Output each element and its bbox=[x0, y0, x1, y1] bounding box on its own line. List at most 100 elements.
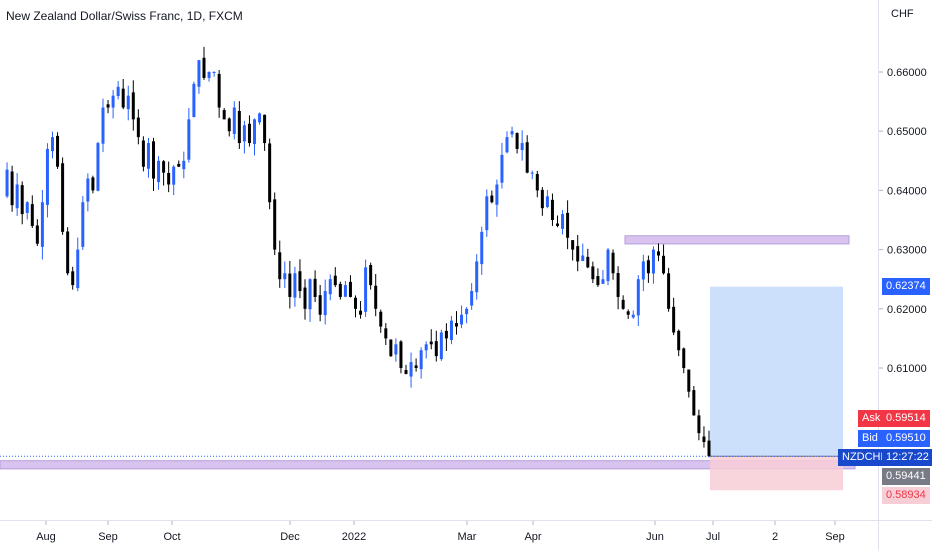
candle-body bbox=[152, 141, 155, 179]
candle bbox=[202, 46, 206, 80]
candle-body bbox=[566, 212, 570, 238]
candle-body bbox=[258, 113, 262, 123]
candle bbox=[556, 215, 559, 228]
candle bbox=[374, 274, 378, 317]
bid-price-badge: 0.59510 bbox=[882, 430, 930, 447]
candle-body bbox=[126, 95, 130, 110]
candle-body bbox=[354, 297, 357, 309]
chart-title[interactable]: New Zealand Dollar/Swiss Franc, 1D, FXCM bbox=[6, 9, 243, 23]
candle bbox=[197, 59, 201, 94]
currency-label: CHF bbox=[891, 8, 914, 20]
candle bbox=[591, 261, 595, 284]
candle-body bbox=[631, 314, 635, 318]
candle bbox=[10, 165, 14, 212]
candle bbox=[662, 244, 666, 275]
candle-body bbox=[394, 344, 398, 355]
candle-body bbox=[318, 295, 322, 315]
candle-body bbox=[338, 283, 342, 297]
candle-body bbox=[212, 72, 216, 73]
time-tick-label: Sep bbox=[98, 531, 118, 543]
time-tick-label: Jun bbox=[646, 531, 664, 543]
candle bbox=[667, 267, 671, 312]
candle bbox=[480, 226, 484, 275]
price-tick-label: 0.64000 bbox=[887, 185, 927, 197]
candle-body bbox=[616, 273, 620, 297]
candle-body bbox=[374, 285, 378, 309]
candle bbox=[298, 259, 302, 299]
candle bbox=[237, 101, 241, 149]
candle-body bbox=[485, 196, 489, 231]
candle-body bbox=[535, 173, 539, 191]
candle bbox=[217, 70, 221, 118]
candlestick-chart[interactable] bbox=[0, 0, 878, 520]
candle-body bbox=[182, 160, 186, 170]
candle-body bbox=[409, 362, 413, 377]
candle-body bbox=[495, 184, 499, 205]
candle bbox=[646, 255, 650, 283]
candle bbox=[424, 341, 428, 359]
candle bbox=[30, 195, 34, 228]
candle-body bbox=[449, 320, 453, 340]
candle bbox=[242, 120, 246, 154]
candle bbox=[586, 248, 590, 269]
candle-body bbox=[455, 323, 458, 327]
time-tick-label: Sep bbox=[825, 531, 845, 543]
candle-body bbox=[5, 169, 9, 197]
candle-body bbox=[399, 341, 403, 368]
candle bbox=[45, 143, 49, 218]
candle-body bbox=[242, 125, 246, 142]
candle-body bbox=[682, 348, 686, 368]
candle bbox=[96, 141, 100, 192]
candle-body bbox=[646, 260, 650, 274]
candle bbox=[308, 278, 312, 322]
candle bbox=[71, 266, 75, 290]
candle-body bbox=[247, 123, 251, 144]
candle bbox=[141, 136, 145, 172]
candle bbox=[212, 71, 216, 77]
candle-body bbox=[591, 266, 595, 280]
candle-body bbox=[626, 311, 630, 315]
candle-body bbox=[146, 143, 150, 169]
candle bbox=[338, 281, 342, 300]
candle bbox=[429, 329, 433, 350]
candle bbox=[505, 131, 509, 154]
candle-body bbox=[657, 251, 660, 256]
candle-body bbox=[424, 344, 428, 351]
price-axis[interactable]: CHF 0.66000 0.65000 0.64000 0.63000 0.62000 0… bbox=[878, 0, 932, 550]
candle bbox=[455, 311, 458, 335]
time-axis[interactable]: Aug Sep Oct Dec 2022 Mar Apr Jun Jul 2 Sep bbox=[0, 520, 878, 550]
candle-body bbox=[45, 148, 49, 205]
chart-canvas[interactable]: New Zealand Dollar/Swiss Franc, 1D, FXCM bbox=[0, 0, 878, 520]
candle-body bbox=[636, 279, 640, 316]
candle-body bbox=[202, 57, 206, 78]
candle-body bbox=[197, 60, 201, 87]
candle bbox=[207, 71, 211, 82]
stop-loss-zone bbox=[710, 456, 843, 491]
candle-body bbox=[545, 196, 549, 208]
time-tick-label: Aug bbox=[36, 531, 56, 543]
candle-body bbox=[313, 278, 317, 297]
countdown-badge: 12:27:22 bbox=[882, 449, 932, 466]
candle-body bbox=[596, 276, 600, 286]
candle bbox=[348, 275, 352, 298]
candle bbox=[86, 173, 90, 212]
candle bbox=[651, 246, 655, 284]
candle bbox=[253, 118, 256, 156]
candle bbox=[293, 266, 297, 307]
candle bbox=[616, 266, 620, 310]
candle bbox=[283, 261, 287, 289]
candle-body bbox=[707, 440, 711, 457]
candle bbox=[263, 114, 267, 151]
candle bbox=[707, 430, 711, 458]
candle-body bbox=[268, 143, 272, 203]
candle bbox=[621, 295, 625, 310]
candle bbox=[157, 156, 161, 190]
candle-body bbox=[323, 291, 327, 316]
ask-price-badge: 0.59514 bbox=[882, 410, 930, 427]
candle bbox=[91, 175, 95, 194]
candle-body bbox=[40, 202, 44, 247]
time-tick-label: 2 bbox=[772, 531, 778, 543]
candle bbox=[535, 170, 539, 198]
candle bbox=[571, 240, 575, 261]
candle bbox=[576, 235, 580, 272]
